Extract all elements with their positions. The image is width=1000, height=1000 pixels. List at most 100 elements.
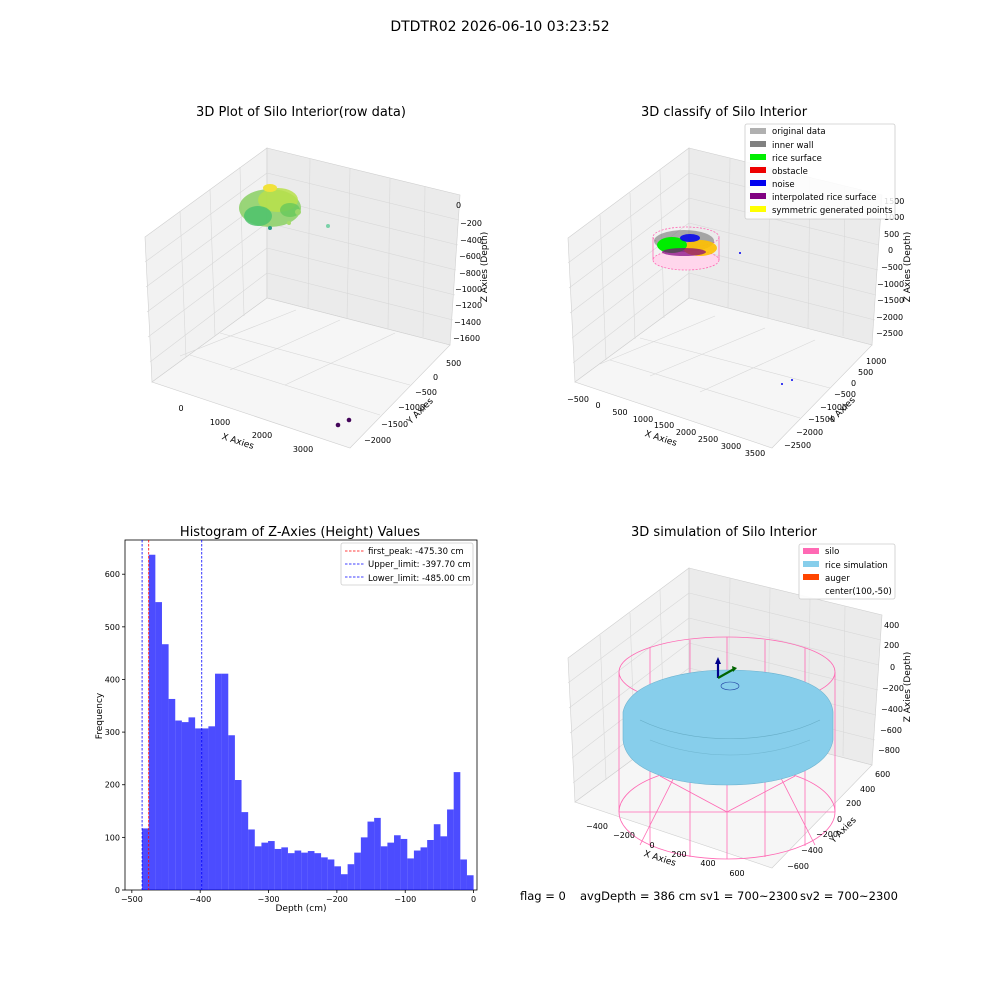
tick-label: 1000 — [633, 415, 653, 424]
histogram-bar — [241, 812, 249, 890]
legend-swatch-obstacle — [750, 167, 766, 173]
classify-x-label: X Axies — [643, 429, 678, 449]
legend-swatch-symmetric — [750, 206, 766, 212]
tick-label: −1500 — [808, 415, 835, 424]
histogram-bar — [155, 602, 162, 890]
tick-label: 200 — [884, 641, 899, 650]
x-tick-label: −500 — [121, 895, 143, 904]
histogram-bar — [268, 841, 275, 890]
histogram-bar — [440, 836, 448, 890]
tick-label: −2000 — [876, 313, 903, 322]
legend-label: interpolated rice surface — [772, 193, 877, 203]
histogram-bar — [321, 857, 328, 890]
histogram-bar — [281, 847, 288, 890]
tick-label: −400 — [460, 236, 482, 245]
tick-label: 400 — [884, 621, 899, 630]
histogram-bar — [148, 554, 156, 890]
histogram-bar — [181, 722, 189, 890]
simulation-rice-surface — [622, 669, 834, 786]
tick-label: 0 — [890, 663, 895, 672]
tick-label: 0 — [837, 815, 842, 824]
histogram-panel: Histogram of Z-Axies (Height) Values −50… — [95, 525, 478, 914]
tick-label: −500 — [881, 263, 903, 272]
tick-label: 200 — [671, 850, 686, 859]
histogram-y-label: Frequency — [95, 692, 105, 739]
tick-label: −800 — [878, 746, 900, 755]
tick-label: 0 — [649, 841, 654, 850]
histogram-bar — [433, 824, 441, 890]
legend-label: center(100,-50) — [825, 587, 892, 597]
tick-label: 3500 — [745, 449, 765, 458]
legend-label: obstacle — [772, 167, 808, 177]
legend-label: Lower_limit: -485.00 cm — [368, 574, 470, 584]
raw-z-label: Z Axies (Depth) — [480, 232, 490, 303]
classify-panel-title: 3D classify of Silo Interior — [641, 105, 808, 120]
histogram-x-ticks: −500 −400 −300 −200 −100 0 — [121, 890, 476, 904]
histogram-plot-area — [124, 539, 478, 891]
classify-y-ticks: 1000 500 0 −500 −1000 −1500 −2000 −2500 — [784, 357, 886, 450]
tick-label: 3000 — [721, 442, 741, 451]
histogram-bar — [466, 875, 474, 890]
histogram-bar — [407, 858, 414, 890]
tick-label: −1000 — [398, 403, 425, 412]
histogram-bars — [142, 554, 474, 890]
histogram-bar — [294, 850, 302, 890]
sv1-text: sv1 = 700~2300 — [700, 889, 798, 903]
simulation-auger-axes — [715, 657, 737, 679]
tick-label: −200 — [882, 684, 904, 693]
tick-label: −1500 — [877, 296, 904, 305]
histogram-bar — [327, 859, 335, 890]
tick-label: −1600 — [453, 334, 480, 343]
histogram-bar — [340, 874, 348, 890]
tick-label: 600 — [875, 770, 890, 779]
simulation-y-ticks: 600 400 200 0 −200 −400 −600 — [787, 770, 890, 871]
histogram-bar — [334, 866, 341, 890]
histogram-bar — [161, 644, 169, 890]
histogram-bar — [420, 847, 428, 890]
legend-label: noise — [772, 180, 795, 190]
histogram-bar — [347, 864, 355, 890]
tick-label: −400 — [801, 846, 823, 855]
y-tick-label: 300 — [105, 728, 120, 737]
histogram-bar — [394, 835, 401, 890]
classify-legend: original data inner wall rice surface ob… — [744, 123, 896, 220]
tick-label: 500 — [446, 359, 461, 368]
tick-label: 0 — [888, 246, 893, 255]
legend-swatch-original-data — [750, 128, 766, 134]
legend-label: inner wall — [772, 141, 813, 151]
histogram-bar — [168, 698, 176, 890]
legend-swatch-auger — [803, 574, 819, 580]
histogram-bar — [301, 852, 308, 890]
raw-x-label: X Axies — [220, 432, 255, 452]
tick-label: −200 — [816, 830, 838, 839]
raw-y-ticks: 500 0 −500 −1000 −1500 −2000 — [364, 359, 461, 445]
tick-label: 200 — [846, 799, 861, 808]
tick-label: −200 — [460, 219, 482, 228]
raw-3d-axes-box — [144, 147, 461, 449]
legend-swatch-noise — [750, 180, 766, 186]
histogram-bar — [254, 846, 262, 890]
tick-label: −1500 — [381, 420, 408, 429]
histogram-bar — [221, 673, 229, 890]
x-tick-label: −200 — [326, 895, 348, 904]
tick-label: −600 — [880, 726, 902, 735]
histogram-bar — [175, 720, 182, 890]
legend-swatch-inner-wall — [750, 141, 766, 147]
y-tick-label: 500 — [105, 623, 120, 632]
x-tick-label: 0 — [471, 895, 476, 904]
tick-label: 0 — [433, 373, 438, 382]
tick-label: 500 — [858, 368, 873, 377]
legend-label: symmetric generated points — [772, 206, 893, 216]
histogram-bar — [360, 837, 368, 890]
histogram-bar — [354, 852, 361, 890]
tick-label: 1500 — [654, 421, 674, 430]
x-tick-label: −400 — [189, 895, 211, 904]
histogram-bar — [274, 848, 282, 890]
histogram-bar — [460, 859, 467, 890]
tick-label: 400 — [860, 785, 875, 794]
tick-label: 500 — [612, 408, 627, 417]
tick-label: 0 — [851, 379, 856, 388]
histogram-x-label: Depth (cm) — [275, 904, 326, 914]
classify-x-ticks: −500 0 500 1000 1500 2000 2500 3000 3500 — [567, 395, 765, 458]
avg-depth-text: avgDepth = 386 cm — [580, 889, 696, 903]
